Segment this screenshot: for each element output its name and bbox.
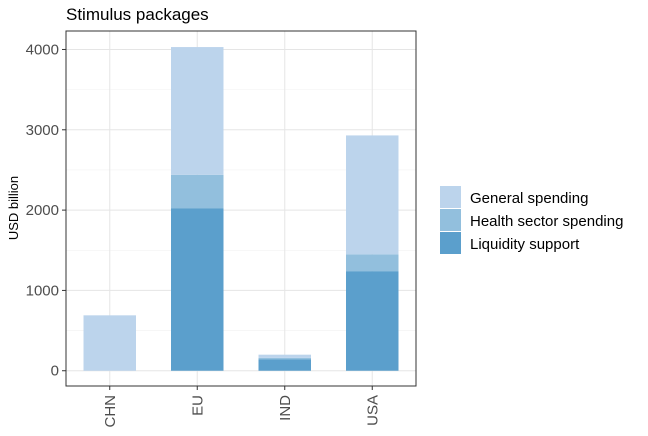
bar-ind-health-sector-spending: [258, 357, 311, 360]
bar-eu-liquidity-support: [171, 208, 224, 371]
bars: [83, 47, 399, 371]
bar-eu-general-spending: [171, 47, 224, 175]
bar-usa-health-sector-spending: [346, 254, 399, 272]
bar-usa-liquidity-support: [346, 271, 399, 371]
x-tick-label: IND: [277, 395, 294, 421]
y-tick-label: 0: [51, 363, 59, 380]
plot-border: [65, 30, 417, 387]
bar-chn-general-spending: [83, 315, 136, 371]
bar-usa-general-spending: [346, 135, 399, 255]
legend-key: [440, 209, 461, 231]
x-tick-label: EU: [189, 395, 206, 416]
y-tick-label: 4000: [26, 41, 59, 58]
bar-eu-health-sector-spending: [171, 174, 224, 209]
y-tick-label: 1000: [26, 282, 59, 299]
y-tick-label: 2000: [26, 202, 59, 219]
y-axis: 0 1000 2000 3000 4000: [26, 41, 66, 380]
x-tick-label: CHN: [102, 395, 119, 428]
x-tick-label: USA: [364, 395, 381, 426]
bar-ind-general-spending: [258, 354, 311, 358]
chart-title: Stimulus packages: [66, 5, 209, 24]
y-tick-label: 3000: [26, 122, 59, 139]
x-axis: CHN EU IND USA: [102, 386, 381, 428]
legend-label: General spending: [470, 190, 588, 207]
bar-ind-liquidity-support: [258, 359, 311, 371]
legend: General spending Health sector spending Li…: [440, 186, 623, 254]
legend-key: [440, 186, 461, 208]
legend-key: [440, 232, 461, 254]
legend-label: Liquidity support: [470, 236, 580, 253]
legend-label: Health sector spending: [470, 213, 623, 230]
y-axis-label: USD billion: [6, 176, 21, 240]
